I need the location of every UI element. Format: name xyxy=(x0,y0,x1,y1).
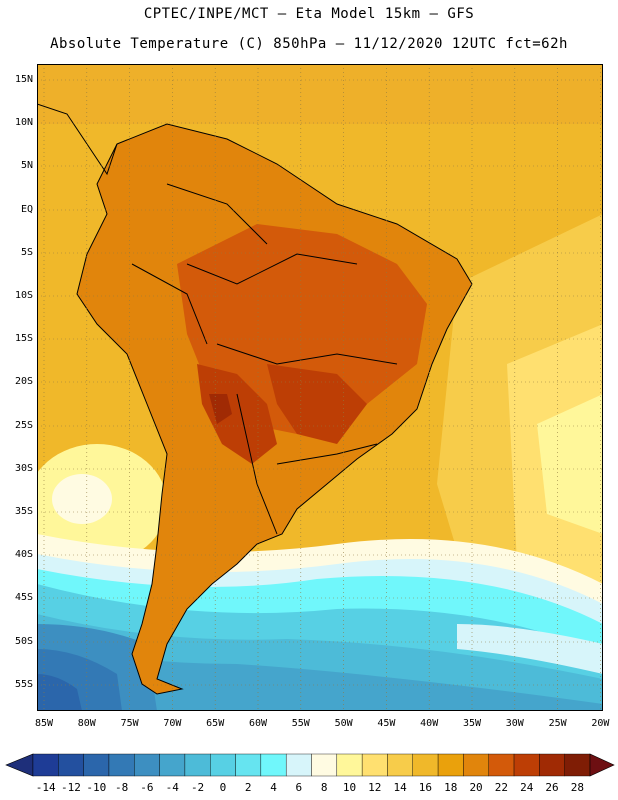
colorbar-swatch xyxy=(32,753,59,777)
lon-label: 80W xyxy=(77,718,96,729)
lat-label: 5N xyxy=(20,160,33,171)
lon-label: 55W xyxy=(291,718,310,729)
map-canvas xyxy=(37,64,603,711)
colorbar-swatch xyxy=(159,753,186,777)
south-west-coldest xyxy=(37,674,82,711)
lat-label: 5S xyxy=(20,247,33,258)
colorbar-label: -4 xyxy=(165,781,179,794)
colorbar-swatch xyxy=(336,753,363,777)
lat-label: 50S xyxy=(14,636,33,647)
colorbar-label: 4 xyxy=(270,781,277,794)
lat-label: 45S xyxy=(14,592,33,603)
border-peru xyxy=(131,263,208,345)
south-east-pale xyxy=(457,624,603,674)
border-amazon xyxy=(186,253,358,285)
colorbar-swatch xyxy=(184,753,211,777)
lat-label: EQ xyxy=(20,204,33,215)
east-atlantic-palest xyxy=(537,394,603,534)
lon-label: 70W xyxy=(163,718,182,729)
map-title-line2: Absolute Temperature (C) 850hPa – 11/12/… xyxy=(50,36,568,52)
lat-label: 15N xyxy=(14,74,33,85)
lon-label: 30W xyxy=(505,718,524,729)
colorbar-swatch xyxy=(285,753,312,777)
south-america-coastline xyxy=(76,123,473,695)
lon-label: 65W xyxy=(206,718,225,729)
colorbar-label: 0 xyxy=(219,781,227,794)
colorbar-swatch xyxy=(311,753,338,777)
lon-label: 60W xyxy=(248,718,268,729)
colorbar-label: 2 xyxy=(244,781,252,794)
colorbar-swatch xyxy=(463,753,489,777)
lat-label: 20S xyxy=(14,376,33,387)
colorbar-swatch xyxy=(83,753,110,777)
colorbar-swatch xyxy=(488,753,515,777)
colorbar-swatch xyxy=(387,753,413,777)
hot-core-west xyxy=(197,364,277,464)
colorbar-label: -10 xyxy=(86,781,107,794)
colorbar-label: 22 xyxy=(494,781,508,794)
colorbar-swatch xyxy=(437,753,464,777)
colorbar-label: 6 xyxy=(295,781,303,794)
colorbar-label: 26 xyxy=(545,781,559,794)
colorbar-swatch xyxy=(134,753,160,777)
colorbar-max-arrow xyxy=(589,753,615,777)
lon-label: 50W xyxy=(334,718,353,729)
colorbar-label: 18 xyxy=(444,781,458,794)
lon-label: 25W xyxy=(548,718,567,729)
colorbar-label: -14 xyxy=(35,781,56,794)
lon-label: 35W xyxy=(462,718,482,729)
colorbar-label: 28 xyxy=(570,781,584,794)
north-band xyxy=(37,64,603,124)
colorbar-swatch xyxy=(513,753,540,777)
colorbar-label: 8 xyxy=(320,781,328,794)
lon-label: 75W xyxy=(120,718,139,729)
lon-label: 20W xyxy=(591,718,610,729)
lat-label: 10N xyxy=(14,117,33,128)
colorbar-label: 10 xyxy=(342,781,357,794)
colorbar-label: 14 xyxy=(393,781,407,794)
lat-label: 55S xyxy=(14,679,33,690)
colorbar-swatch xyxy=(412,753,439,777)
lat-label: 15S xyxy=(14,333,33,344)
border-south-brazil xyxy=(216,343,398,365)
colorbar-swatch xyxy=(58,753,84,777)
lon-label: 40W xyxy=(420,718,439,729)
temperature-map xyxy=(37,64,603,711)
colorbar-swatch xyxy=(564,753,591,777)
border-uruguay xyxy=(276,443,378,465)
colorbar-label: -2 xyxy=(190,781,205,794)
colorbar-label: -12 xyxy=(61,781,81,794)
colorbar-swatch xyxy=(361,753,388,777)
colorbar-label: 20 xyxy=(469,781,483,794)
colorbar-label: 12 xyxy=(368,781,382,794)
lat-label: 35S xyxy=(14,506,33,517)
lat-label: 30S xyxy=(14,463,33,474)
south-band-m4 xyxy=(37,644,603,711)
colorbar-swatch xyxy=(539,753,565,777)
lon-label: 85W xyxy=(34,718,54,729)
colorbar-swatch xyxy=(210,753,236,777)
lat-label: 10S xyxy=(14,290,33,301)
colorbar-label: 16 xyxy=(418,781,433,794)
lon-label: 45W xyxy=(377,718,396,729)
colorbar-min-arrow xyxy=(5,753,34,777)
colorbar-swatch xyxy=(260,753,287,777)
map-frame xyxy=(37,64,603,711)
temperature-colorbar xyxy=(5,753,615,777)
lat-label: 25S xyxy=(14,420,33,431)
colorbar-label: -8 xyxy=(114,781,129,794)
colorbar-swatch xyxy=(108,753,135,777)
coastline-group xyxy=(37,103,473,695)
border-colombia xyxy=(166,183,268,245)
colorbar-swatch xyxy=(235,753,262,777)
hot-core-center xyxy=(267,364,367,444)
pacific-cold-core xyxy=(52,474,112,524)
hot-max xyxy=(209,394,232,424)
map-title-line1: CPTEC/INPE/MCT – Eta Model 15km – GFS xyxy=(143,6,475,22)
colorbar-label: -6 xyxy=(140,781,154,794)
lat-label: 40S xyxy=(14,549,33,560)
colorbar-label: 24 xyxy=(520,781,534,794)
border-argentina-chile xyxy=(236,393,278,535)
